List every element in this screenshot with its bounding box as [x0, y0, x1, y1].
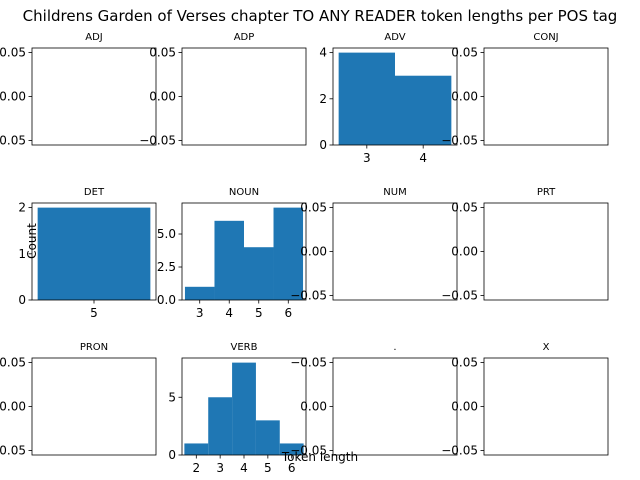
histogram-bar-noun-3: [273, 207, 304, 300]
histogram-bar-adv-1: [395, 75, 452, 145]
y-tick-label-conj-1: 0.00: [451, 90, 478, 104]
y-tick-label-adj-2: 0.05: [0, 45, 26, 59]
figure-title: Childrens Garden of Verses chapter TO AN…: [23, 7, 618, 25]
y-tick-label-conj-2: 0.05: [451, 45, 478, 59]
histogram-bar-verb-0: [184, 443, 209, 455]
y-tick-label-num-0: −0.05: [290, 289, 327, 303]
x-tick-label-adv-0: 3: [363, 151, 371, 165]
y-tick-label-verb-1: 5: [168, 390, 176, 404]
y-tick-label-noun-1: 2.5: [157, 260, 176, 274]
y-tick-label-num-2: 0.05: [300, 200, 327, 214]
subplot-title-det: DET: [84, 187, 105, 198]
histogram-bar-adv-0: [338, 52, 395, 146]
axes-frame-adp: [181, 47, 307, 146]
x-tick-label-noun-2: 5: [255, 306, 263, 320]
y-tick-label-adv-0: 0: [319, 138, 327, 152]
subplot-title-verb: VERB: [231, 342, 258, 353]
y-tick-label-adp-2: 0.05: [149, 45, 176, 59]
y-tick-label-punct-1: 0.00: [300, 400, 327, 414]
y-tick-label-pron-0: 0.05: [0, 444, 26, 458]
histogram-bar-noun-0: [184, 286, 215, 300]
y-tick-label-punct-2: −0.05: [290, 355, 327, 369]
x-tick-label-verb-4: 6: [288, 461, 296, 475]
y-tick-label-verb-0: 0: [168, 448, 176, 462]
y-tick-label-prt-0: −0.05: [441, 289, 478, 303]
x-tick-label-verb-2: 4: [240, 461, 248, 475]
y-tick-label-adj-1: 0.00: [0, 90, 26, 104]
histogram-bar-noun-1: [214, 220, 244, 300]
x-tick-label-noun-0: 3: [196, 306, 204, 320]
y-axis-label: Count: [25, 223, 39, 259]
y-tick-label-det-1: 1: [18, 247, 26, 261]
y-tick-label-adp-1: 0.00: [149, 90, 176, 104]
subplot-title-adp: ADP: [234, 32, 255, 43]
y-tick-label-adj-0: 0.05: [0, 134, 26, 148]
y-tick-label-pron-2: 0.05: [0, 355, 26, 369]
y-tick-label-x-2: 0.05: [451, 355, 478, 369]
y-tick-label-adv-1: 2: [319, 92, 327, 106]
axes-frame-num: [332, 202, 458, 301]
y-tick-label-det-2: 2: [18, 201, 26, 215]
y-tick-label-x-0: −0.05: [441, 444, 478, 458]
x-tick-label-verb-0: 2: [192, 461, 200, 475]
y-tick-label-noun-0: 0.0: [157, 293, 176, 307]
subplot-title-num: NUM: [383, 187, 406, 198]
subplot-title-pron: PRON: [80, 342, 108, 353]
histogram-bar-verb-3: [255, 420, 280, 455]
histogram-bar-det-0: [37, 207, 151, 300]
axes-frame-pron: [31, 357, 157, 456]
y-tick-label-num-1: 0.00: [300, 245, 327, 259]
subplot-title-adj: ADJ: [85, 32, 103, 43]
y-tick-label-conj-0: −0.05: [441, 134, 478, 148]
y-tick-label-prt-2: 0.05: [451, 200, 478, 214]
y-tick-label-prt-1: 0.00: [451, 245, 478, 259]
axes-frame-conj: [483, 47, 609, 146]
y-tick-label-adv-2: 4: [319, 46, 327, 60]
x-tick-label-det-0: 5: [90, 306, 98, 320]
x-tick-label-noun-3: 6: [284, 306, 292, 320]
histogram-bar-verb-2: [232, 362, 256, 455]
subplot-title-prt: PRT: [537, 187, 556, 198]
axes-frame-adj: [31, 47, 157, 146]
subplot-title-punct: .: [393, 342, 396, 353]
x-tick-label-verb-3: 5: [264, 461, 272, 475]
y-tick-label-punct-0: −0.05: [290, 444, 327, 458]
axes-frame-noun: [181, 202, 307, 301]
x-tick-label-noun-1: 4: [225, 306, 233, 320]
x-tick-label-verb-1: 3: [216, 461, 224, 475]
axes-frame-punct: [332, 357, 458, 456]
axes-frame-adv: [332, 47, 458, 146]
subplot-title-adv: ADV: [384, 32, 405, 43]
y-tick-label-adp-0: −0.05: [139, 134, 176, 148]
subplot-title-noun: NOUN: [229, 187, 259, 198]
y-tick-label-x-1: 0.00: [451, 400, 478, 414]
subplot-title-x: X: [543, 342, 550, 353]
histogram-bar-noun-2: [244, 247, 274, 300]
x-tick-label-adv-1: 4: [419, 151, 427, 165]
axes-frame-x: [483, 357, 609, 456]
y-tick-label-det-0: 0: [18, 293, 26, 307]
axes-frame-prt: [483, 202, 609, 301]
y-tick-label-noun-2: 5.0: [157, 227, 176, 241]
histogram-bar-verb-1: [208, 397, 233, 455]
subplot-title-conj: CONJ: [533, 32, 558, 43]
y-tick-label-pron-1: 0.00: [0, 400, 26, 414]
histogram-bar-verb-4: [279, 443, 304, 455]
x-axis-label: Token length: [281, 450, 358, 464]
